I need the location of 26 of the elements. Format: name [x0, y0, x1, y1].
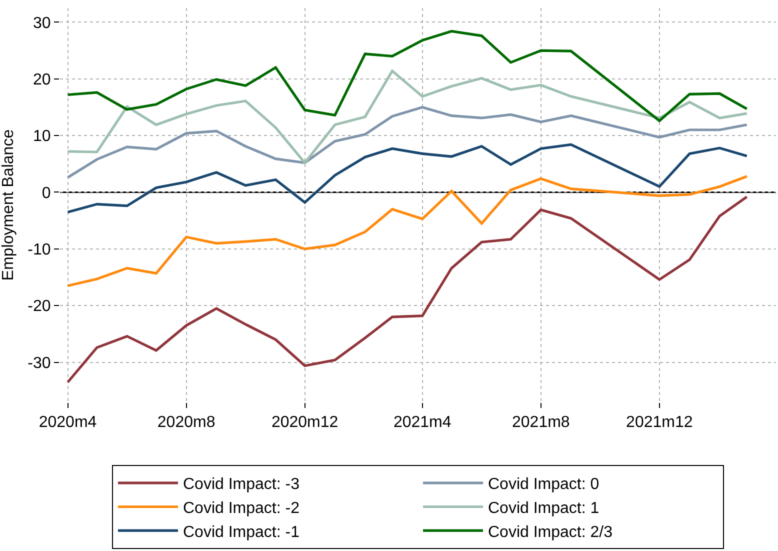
- line-series: [66, 195, 748, 384]
- x-tick-label: 2020m4: [38, 414, 97, 432]
- x-tick-label: 2020m8: [157, 414, 216, 432]
- legend-label: Covid Impact: 2/3: [488, 524, 613, 541]
- legend-label: Covid Impact: 0: [488, 476, 600, 494]
- x-tick-label: 2021m4: [393, 414, 452, 432]
- line-series: [66, 175, 748, 288]
- y-axis-title: Employment Balance: [0, 129, 17, 281]
- line-series: [66, 106, 748, 179]
- y-tick-label: 0: [42, 184, 51, 202]
- y-tick-label: -20: [28, 298, 51, 316]
- y-tick-label: 20: [33, 71, 51, 88]
- line-series: [66, 30, 748, 122]
- y-tick-label: 10: [33, 128, 51, 146]
- y-tick-label: 30: [33, 14, 51, 32]
- line-series: [66, 143, 748, 214]
- x-tick-label: 2021m12: [626, 414, 693, 432]
- legend-label: Covid Impact: 1: [488, 500, 600, 517]
- x-tick-label: 2021m8: [512, 414, 570, 432]
- y-tick-label: -30: [28, 354, 51, 372]
- line-series: [66, 70, 748, 164]
- legend-label: Covid Impact: -2: [183, 500, 300, 517]
- y-tick-label: -10: [28, 242, 51, 259]
- legend-label: Covid Impact: -1: [183, 524, 300, 541]
- legend-label: Covid Impact: -3: [183, 476, 300, 494]
- x-tick-label: 2020m12: [271, 414, 338, 432]
